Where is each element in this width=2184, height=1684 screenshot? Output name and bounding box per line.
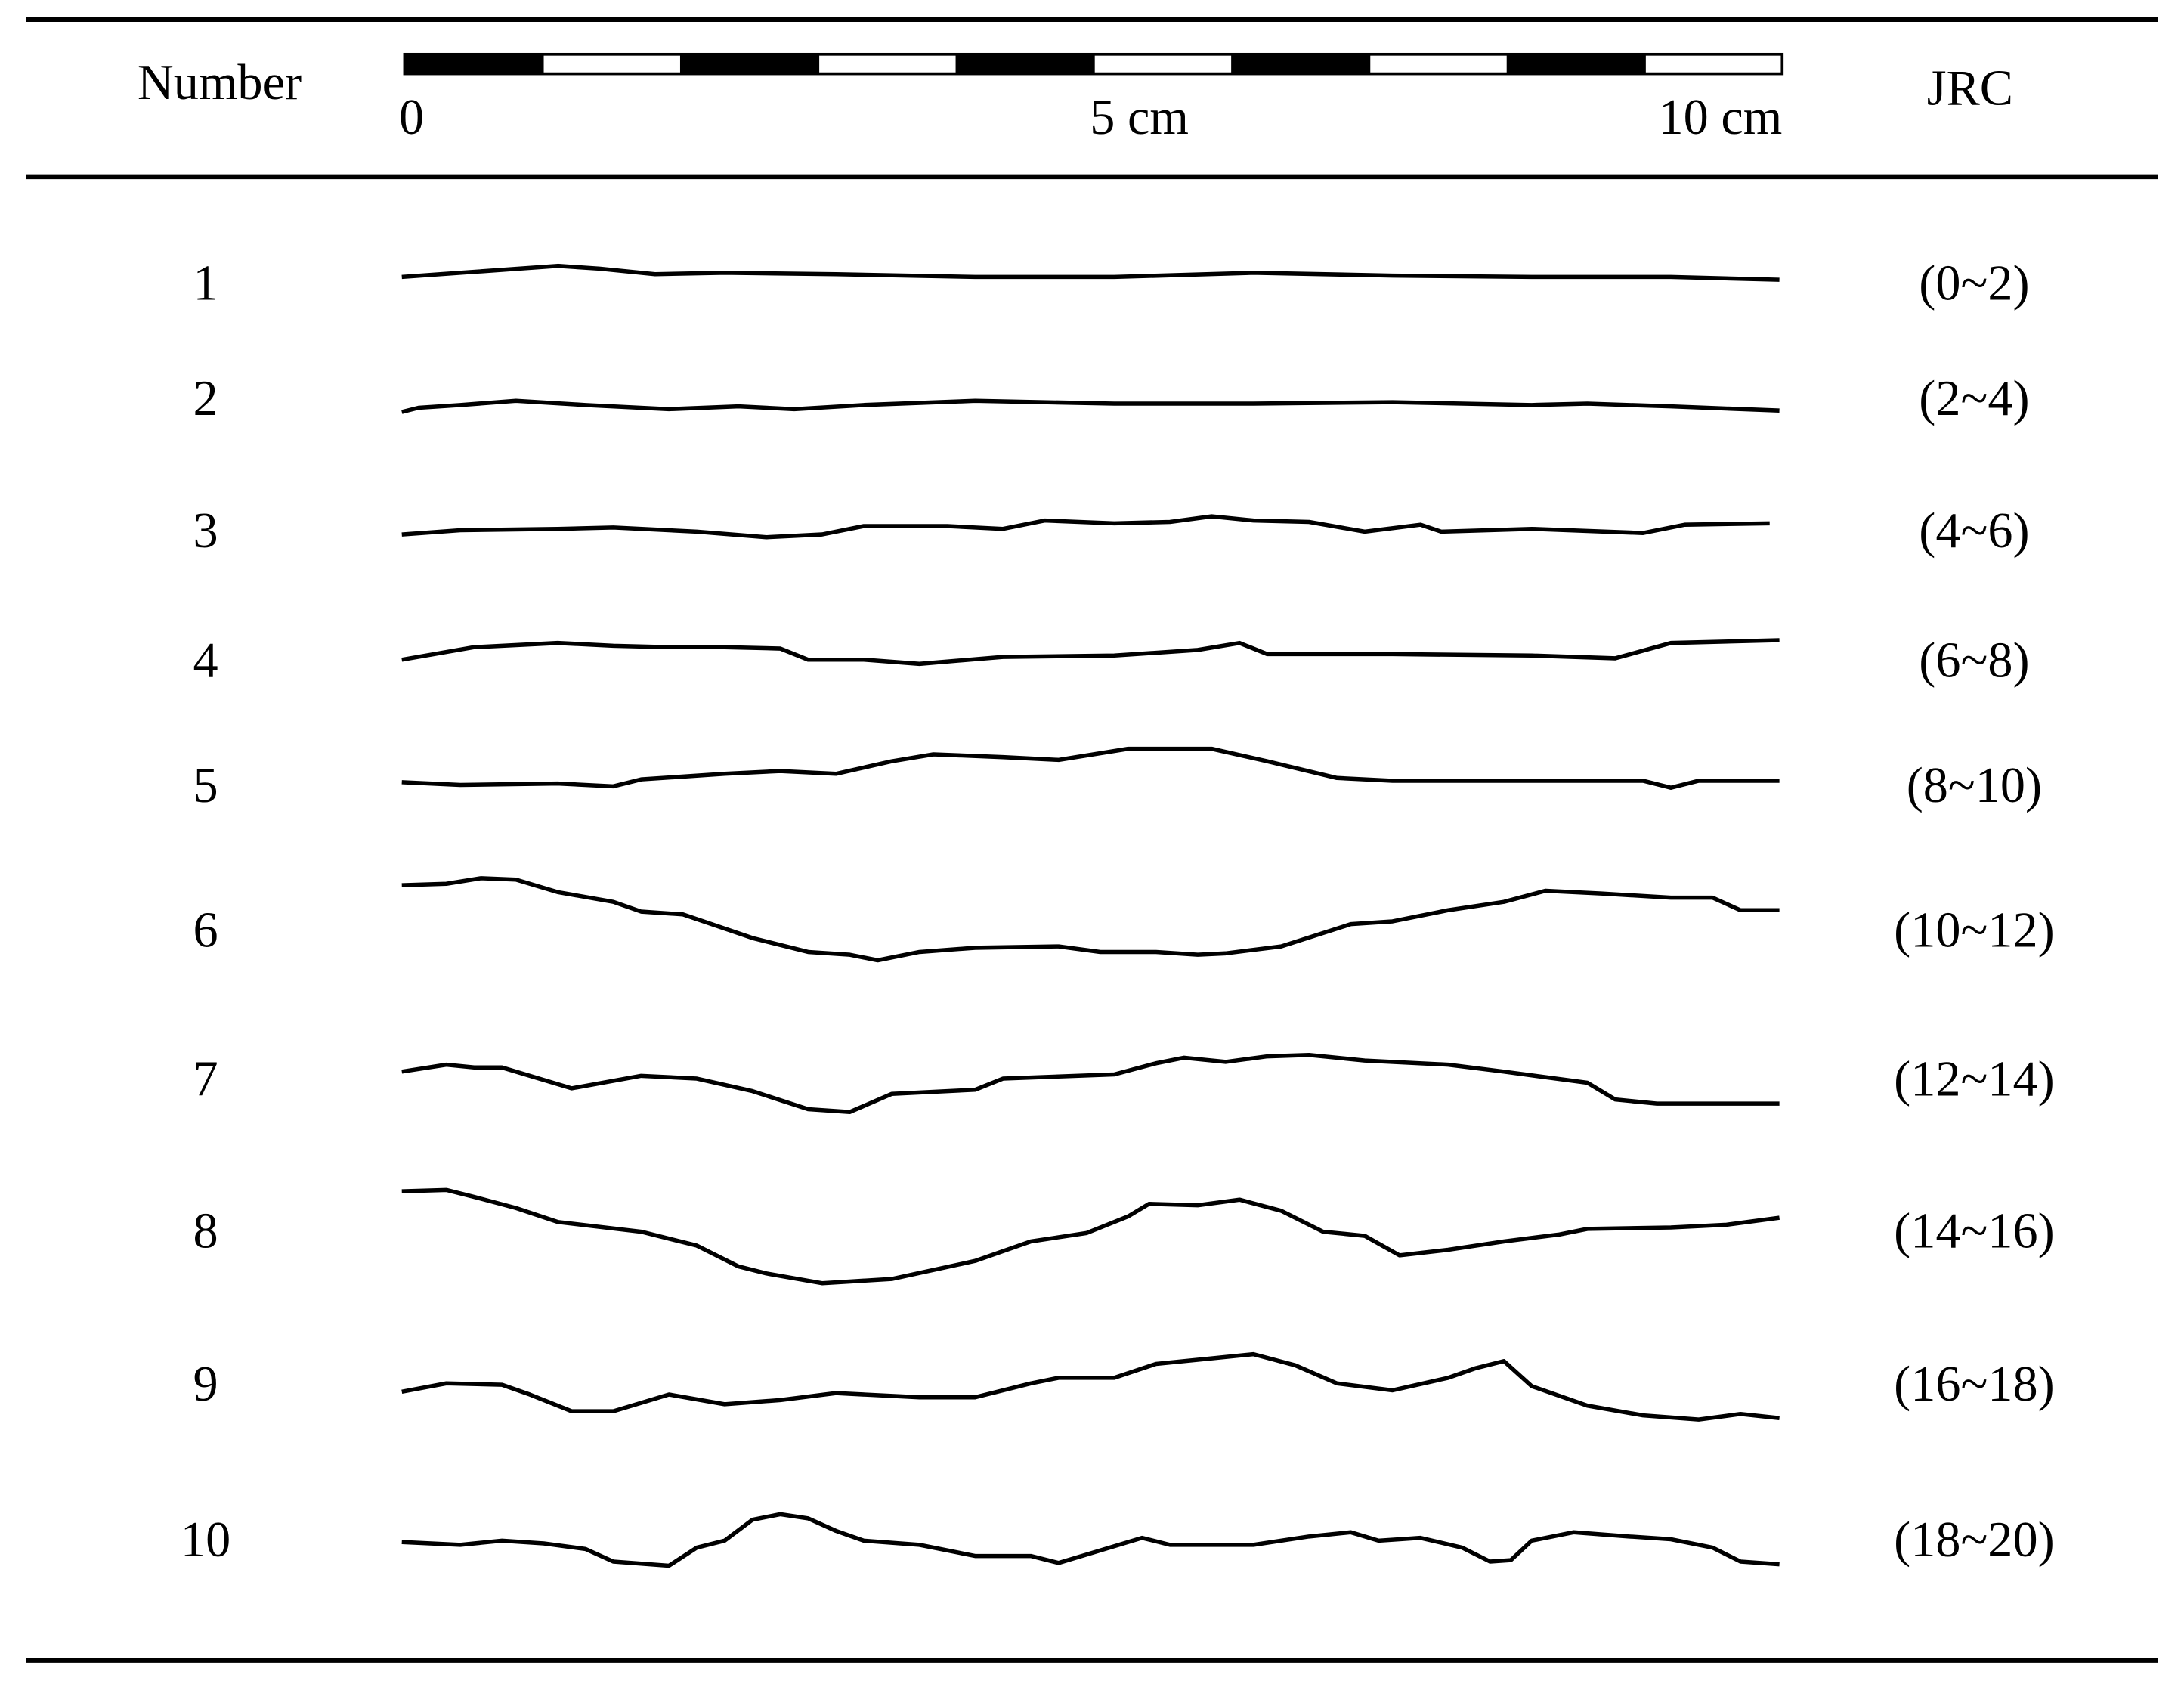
profile — [401, 638, 1780, 667]
row-number: 4 — [193, 633, 218, 688]
row-jrc: (4~6) — [1919, 503, 2029, 559]
profile — [401, 514, 1770, 540]
profile — [401, 1052, 1780, 1114]
row-number: 9 — [193, 1357, 218, 1412]
row-number: 1 — [193, 255, 218, 311]
row-jrc: (6~8) — [1919, 633, 2029, 688]
scale-segment — [679, 54, 820, 74]
profile — [401, 263, 1780, 282]
scale-label: 0 — [399, 90, 424, 145]
profile — [401, 1351, 1780, 1422]
row-number: 10 — [181, 1512, 230, 1568]
row-jrc: (2~4) — [1919, 371, 2029, 426]
row-number: 7 — [193, 1052, 218, 1107]
row-number: 3 — [193, 503, 218, 559]
row-jrc: (8~10) — [1907, 758, 2042, 813]
row-number: 2 — [193, 371, 218, 426]
profile — [401, 1187, 1780, 1286]
scale-bar — [403, 52, 1784, 76]
scale-segment — [1231, 54, 1371, 74]
profile — [401, 1512, 1780, 1568]
profiles — [401, 263, 1780, 1568]
scale-label: 5 cm — [1090, 90, 1189, 145]
row-jrc: (14~16) — [1894, 1203, 2055, 1258]
scale-segment — [404, 54, 544, 74]
row-jrc: (0~2) — [1919, 255, 2029, 311]
scale-segment — [1506, 54, 1646, 74]
row-jrc: (12~14) — [1894, 1052, 2055, 1107]
number-header: Number — [138, 55, 302, 110]
row-jrc: (10~12) — [1894, 903, 2055, 958]
row-jrc: (18~20) — [1894, 1512, 2055, 1568]
scale-label: 10 cm — [1658, 90, 1782, 145]
profile — [401, 398, 1780, 414]
row-number: 6 — [193, 903, 218, 958]
profile — [401, 746, 1780, 790]
row-number: 8 — [193, 1203, 218, 1258]
row-number: 5 — [193, 758, 218, 813]
scale-segment — [955, 54, 1095, 74]
jrc-header: JRC — [1927, 61, 2013, 116]
row-jrc: (16~18) — [1894, 1357, 2055, 1412]
profile — [401, 876, 1780, 963]
